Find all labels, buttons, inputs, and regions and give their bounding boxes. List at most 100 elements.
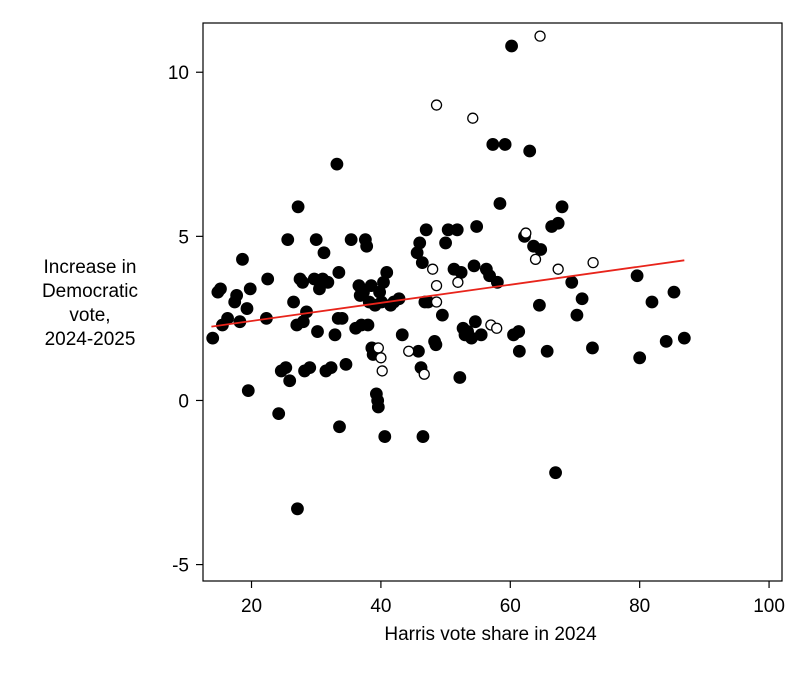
filled-point [236,252,249,266]
filled-point [321,275,335,289]
hollow-point [491,322,503,334]
filled-point [230,289,244,302]
filled-point [413,236,427,250]
hollow-point [587,256,599,269]
filled-point [395,328,409,342]
hollow-point [430,296,443,308]
filled-point [283,374,297,388]
filled-point [512,325,526,338]
filled-point [317,246,331,260]
filled-point [419,223,433,237]
filled-point [474,328,488,342]
filled-point [416,430,430,443]
hollow-point [375,352,387,364]
filled-point [505,39,518,53]
filled-point [645,295,659,309]
labels-layer: 20 40 60 80 100 -5 0 5 10 Harris vote share in 20… [42,63,785,645]
x-tick-label: 20 [241,596,262,617]
filled-point [296,275,310,289]
filled-point [570,308,584,322]
filled-point [659,334,673,348]
filled-point [291,200,305,214]
filled-point [361,318,375,332]
filled-point [261,272,275,286]
axes-layer [196,22,783,588]
filled-point [565,275,579,289]
hollow-point [376,365,388,377]
filled-point [523,144,537,158]
filled-point [540,344,554,358]
filled-point [453,371,467,384]
filled-point [586,341,599,355]
y-axis-title-line: Democratic [42,281,138,302]
y-axis-title-line: vote, [69,305,110,326]
filled-point [392,292,406,306]
filled-point [549,466,562,480]
filled-point [335,312,349,325]
plot-frame [202,22,783,582]
filled-point [344,233,358,247]
filled-point [333,420,346,434]
x-axis-title: Harris vote share in 2024 [384,624,597,645]
filled-point [214,282,227,296]
hollow-point [520,227,532,239]
filled-point [330,157,344,171]
hollow-point [534,30,546,42]
filled-point [439,236,452,250]
hollow-point [552,263,564,275]
hollow-point [372,342,384,354]
filled-point [534,243,548,256]
filled-point [287,295,300,309]
fit-line [211,259,685,328]
y-tick-label: 5 [178,227,189,248]
filled-point [291,502,304,516]
x-tick-label: 60 [500,596,521,617]
filled-point [512,344,526,358]
x-tick-label: 80 [629,596,650,617]
x-tick-label: 40 [370,596,391,617]
filled-point [241,384,255,398]
filled-point [328,328,342,342]
filled-point [360,239,374,253]
hollow-point [467,112,479,124]
filled-point [303,361,317,375]
filled-point [575,292,589,306]
hollow-point [403,345,415,357]
hollow-point [430,99,443,111]
filled-point [279,361,293,375]
filled-point [468,315,482,329]
filled-point [667,285,681,299]
x-tick-label: 100 [753,596,785,617]
y-tick-label: 10 [168,63,189,84]
filled-point [272,407,286,421]
filled-point [633,351,647,365]
filled-point [243,282,257,296]
filled-point [450,223,464,237]
hollow-point [427,263,439,275]
filled-point [309,233,323,247]
hollow-point [529,253,542,265]
filled-point [470,220,484,233]
filled-point [551,216,565,230]
filled-point [281,233,295,247]
y-tick-label: -5 [172,556,189,577]
filled-point [677,331,691,345]
filled-point [311,325,324,338]
y-tick-label: 0 [178,391,189,412]
filled-point [415,256,429,270]
filled-point [486,138,500,151]
filled-point [380,266,394,279]
filled-point [435,308,449,322]
filled-point [555,200,569,214]
filled-point [206,331,220,345]
y-axis-title-line: 2024-2025 [45,329,136,350]
filled-point [221,312,234,325]
y-axis-title-line: Increase in [44,257,137,278]
filled-point [378,430,392,443]
hollow-point [452,276,464,288]
filled-point [364,279,378,292]
filled-point [493,197,507,210]
filled-point [324,361,338,375]
filled-point [498,138,512,151]
